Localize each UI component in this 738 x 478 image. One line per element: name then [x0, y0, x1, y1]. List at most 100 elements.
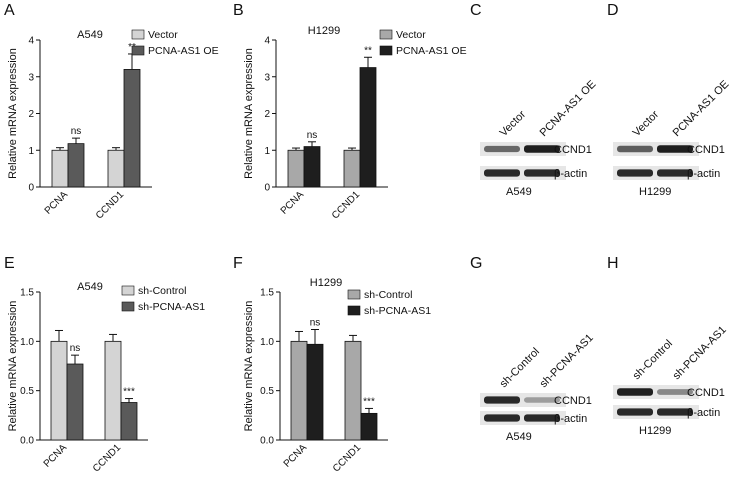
- y-tick-label: 2: [264, 109, 270, 120]
- western-blot-h1299-oe: Vector PCNA-AS1 OE CCND1 β-actin H1299: [613, 78, 732, 198]
- y-tick-label: 2: [28, 109, 34, 120]
- bar-pcna-0: [50, 340, 68, 441]
- y-axis-label: Relative mRNA expression: [7, 48, 19, 179]
- blot-band: [657, 169, 693, 177]
- y-tick-label: 1: [28, 146, 34, 157]
- blot-row-label: CCND1: [554, 144, 592, 156]
- bar-ccnd1-1: [120, 402, 138, 441]
- chart-title: A549: [77, 281, 103, 293]
- y-tick-label: 0.5: [260, 386, 274, 397]
- blot-band: [617, 388, 653, 396]
- x-tick-label: PCNA: [282, 442, 310, 470]
- x-tick-label: CCND1: [331, 442, 363, 472]
- blot-band: [484, 145, 520, 153]
- chart-title: H1299: [310, 277, 342, 289]
- blot-row-label: CCND1: [687, 387, 725, 399]
- panel-letter-b: B: [233, 2, 244, 19]
- legend-swatch: [347, 305, 361, 316]
- panel-letter-a: A: [4, 2, 15, 19]
- blot-cell-line: A549: [506, 431, 532, 443]
- panel-letter-c: C: [470, 2, 482, 19]
- y-tick-label: 0.0: [20, 436, 34, 447]
- significance-label: **: [364, 45, 372, 56]
- legend-swatch: [131, 45, 145, 56]
- y-tick-label: 0: [28, 183, 34, 194]
- y-axis-label: Relative mRNA expression: [7, 301, 19, 432]
- x-tick-label: PCNA: [42, 442, 70, 470]
- significance-label: ns: [307, 130, 318, 141]
- y-axis-label: Relative mRNA expression: [243, 48, 255, 179]
- panel-letter-h: H: [607, 255, 619, 272]
- y-tick-label: 1.5: [260, 288, 274, 299]
- bar-chart-h1299-oe: H1299 0 1 2 3 4 Relative mRNA expression ns PCNA…: [243, 25, 467, 220]
- panel-letter-f: F: [233, 255, 243, 272]
- bar-ccnd1-1: [360, 412, 378, 441]
- blot-lane-label: Vector: [498, 108, 529, 139]
- blot-row-label: β-actin: [687, 407, 720, 419]
- significance-label: ns: [70, 343, 81, 354]
- blot-band: [524, 145, 560, 153]
- legend-swatch: [347, 289, 361, 300]
- significance-label: ns: [310, 317, 321, 328]
- y-tick-label: 0: [264, 183, 270, 194]
- legend-label: PCNA-AS1 OE: [396, 45, 467, 57]
- chart-title: H1299: [308, 25, 340, 37]
- blot-lane-label: sh-PCNA-AS1: [671, 324, 729, 382]
- bar-pcna-0: [287, 149, 305, 188]
- legend-label: Vector: [148, 29, 178, 41]
- blot-band: [484, 169, 520, 177]
- y-tick-label: 1.0: [20, 337, 34, 348]
- bar-ccnd1-0: [107, 149, 125, 188]
- blot-lane-label: sh-Control: [631, 338, 675, 382]
- blot-row-label: β-actin: [687, 168, 720, 180]
- significance-label: ***: [363, 396, 375, 407]
- significance-label: ***: [123, 387, 135, 398]
- blot-band: [484, 414, 520, 422]
- bar-pcna-1: [303, 146, 321, 188]
- x-tick-label: PCNA: [279, 189, 307, 217]
- legend-label: sh-PCNA-AS1: [138, 301, 205, 313]
- blot-row-label: CCND1: [554, 395, 592, 407]
- y-tick-label: 0.0: [260, 436, 274, 447]
- bar-ccnd1-1: [359, 67, 377, 188]
- y-tick-label: 4: [28, 36, 34, 47]
- blot-lane-label: PCNA-AS1 OE: [538, 78, 599, 139]
- x-tick-label: PCNA: [43, 189, 71, 217]
- blot-band: [617, 145, 653, 153]
- blot-cell-line: A549: [506, 186, 532, 198]
- y-tick-label: 1: [264, 146, 270, 157]
- blot-band: [524, 414, 560, 422]
- legend-swatch: [121, 301, 135, 312]
- blot-lane-label: sh-Control: [498, 346, 542, 390]
- y-tick-label: 1.0: [260, 337, 274, 348]
- blot-band: [617, 408, 653, 416]
- y-axis-label: Relative mRNA expression: [243, 301, 255, 432]
- blot-band: [524, 397, 560, 403]
- bar-ccnd1-0: [344, 340, 362, 441]
- blot-band: [657, 389, 693, 395]
- blot-band: [484, 396, 520, 404]
- bar-ccnd1-1: [123, 69, 141, 188]
- y-tick-label: 0.5: [20, 386, 34, 397]
- blot-row-label: CCND1: [687, 144, 725, 156]
- y-tick-label: 1.5: [20, 288, 34, 299]
- y-tick-label: 4: [264, 36, 270, 47]
- blot-lane-label: PCNA-AS1 OE: [671, 78, 732, 139]
- y-tick-label: 3: [28, 72, 34, 83]
- legend-label: Vector: [396, 29, 426, 41]
- bar-pcna-0: [290, 340, 308, 441]
- bar-pcna-1: [66, 363, 84, 441]
- blot-row-label: β-actin: [554, 413, 587, 425]
- blot-band: [657, 145, 693, 153]
- blot-cell-line: H1299: [639, 186, 671, 198]
- panel-letter-g: G: [470, 255, 483, 272]
- legend-swatch: [379, 45, 393, 56]
- panel-letter-d: D: [607, 2, 619, 19]
- y-tick-label: 3: [264, 72, 270, 83]
- x-tick-label: CCND1: [330, 189, 362, 220]
- blot-row-label: β-actin: [554, 168, 587, 180]
- legend-label: sh-Control: [364, 289, 412, 301]
